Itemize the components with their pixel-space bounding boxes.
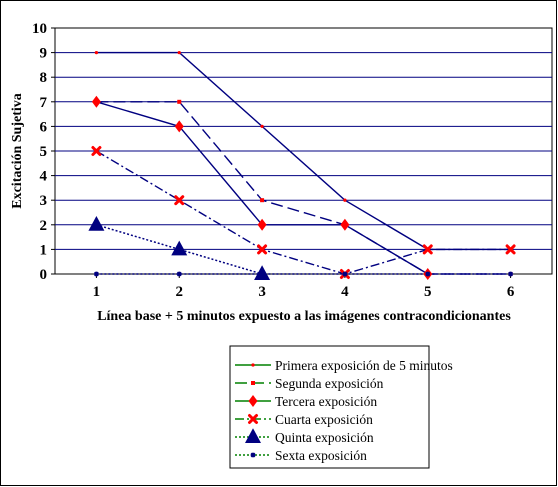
y-tick-label: 7: [40, 95, 48, 111]
data-point: [425, 271, 431, 277]
legend-marker: [251, 363, 255, 367]
legend-label: Tercera exposición: [275, 394, 377, 409]
y-tick-label: 10: [32, 21, 47, 37]
data-point: [260, 198, 265, 203]
x-axis-label: Línea base + 5 minutos expuesto a las im…: [97, 309, 511, 324]
legend-marker: [248, 414, 258, 424]
y-tick-label: 3: [40, 193, 48, 209]
data-point: [505, 244, 516, 255]
data-point: [174, 195, 185, 206]
legend-label: Sexta exposición: [275, 448, 367, 463]
data-point: [257, 218, 267, 231]
data-point: [174, 120, 184, 133]
legend-marker: [248, 395, 258, 407]
series-line: [96, 150, 511, 275]
x-tick-label: 2: [176, 284, 184, 300]
data-point: [260, 124, 264, 129]
data-point: [343, 198, 347, 202]
x-tick-label: 3: [258, 284, 266, 300]
data-point: [88, 216, 105, 231]
data-point: [91, 95, 101, 108]
legend-label: Segunda exposición: [275, 376, 384, 391]
x-tick-label: 6: [507, 284, 515, 300]
y-axis-label: Excitación Sujetiva: [10, 93, 25, 209]
data-point: [508, 271, 513, 277]
data-point: [176, 271, 182, 277]
y-tick-label: 4: [40, 169, 48, 185]
series-markers: [88, 50, 516, 280]
data-point: [177, 99, 182, 104]
y-tick-label: 0: [40, 267, 48, 283]
legend: Primera exposición de 5 minutos Segunda e…: [229, 345, 453, 469]
data-point: [91, 146, 102, 156]
data-point: [259, 271, 265, 277]
legend-marker: [251, 381, 255, 385]
series-line: [96, 224, 263, 275]
y-tick-label: 8: [40, 70, 48, 86]
legend-label: Primera exposición de 5 minutos: [275, 358, 453, 373]
data-point: [257, 244, 268, 255]
series-lines: [96, 51, 511, 275]
legend-label: Cuarta exposición: [275, 412, 373, 427]
y-tick-label: 9: [40, 46, 48, 62]
x-tick-label: 1: [93, 284, 101, 300]
legend-label: Quinta exposición: [275, 430, 374, 445]
y-axis-ticks: 0 1 2 3 4 5 6 7 8 9 10: [32, 21, 55, 283]
data-point: [177, 50, 181, 55]
x-tick-label: 4: [341, 284, 349, 300]
y-tick-label: 1: [40, 242, 48, 258]
legend-box: [229, 345, 430, 469]
legend-marker: [245, 428, 261, 443]
data-point: [171, 240, 188, 256]
x-tick-label: 5: [424, 284, 432, 300]
data-point: [94, 271, 99, 277]
y-tick-label: 2: [40, 218, 48, 234]
data-point: [340, 218, 350, 231]
y-tick-label: 5: [40, 144, 48, 160]
plot-area: 0 1 2 3 4 5 6 7 8 9 10 1 2 3 4 5 6: [32, 21, 553, 300]
data-point: [342, 271, 348, 277]
legend-marker: [250, 452, 256, 458]
data-point: [94, 50, 99, 55]
data-point: [422, 244, 433, 255]
y-tick-label: 6: [40, 119, 48, 135]
